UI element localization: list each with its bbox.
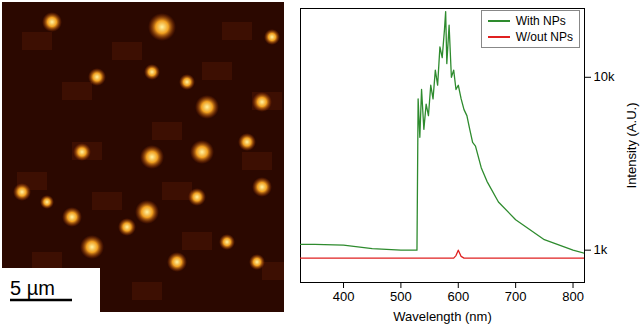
svg-text:10k: 10k [594, 69, 615, 84]
svg-text:800: 800 [562, 289, 584, 304]
html-text:W/out NPs: W/out NPs [515, 30, 573, 44]
svg-text:1k: 1k [594, 242, 608, 257]
svg-text:500: 500 [390, 289, 412, 304]
svg-text:600: 600 [447, 289, 469, 304]
svg-text:Intensity (A.U.): Intensity (A.U.) [624, 103, 639, 189]
svg-text:700: 700 [505, 289, 527, 304]
svg-text:Wavelength (nm): Wavelength (nm) [393, 309, 492, 324]
svg-text:5 µm: 5 µm [10, 277, 55, 299]
svg-text:400: 400 [333, 289, 355, 304]
html-text:With NPs: With NPs [515, 14, 566, 28]
